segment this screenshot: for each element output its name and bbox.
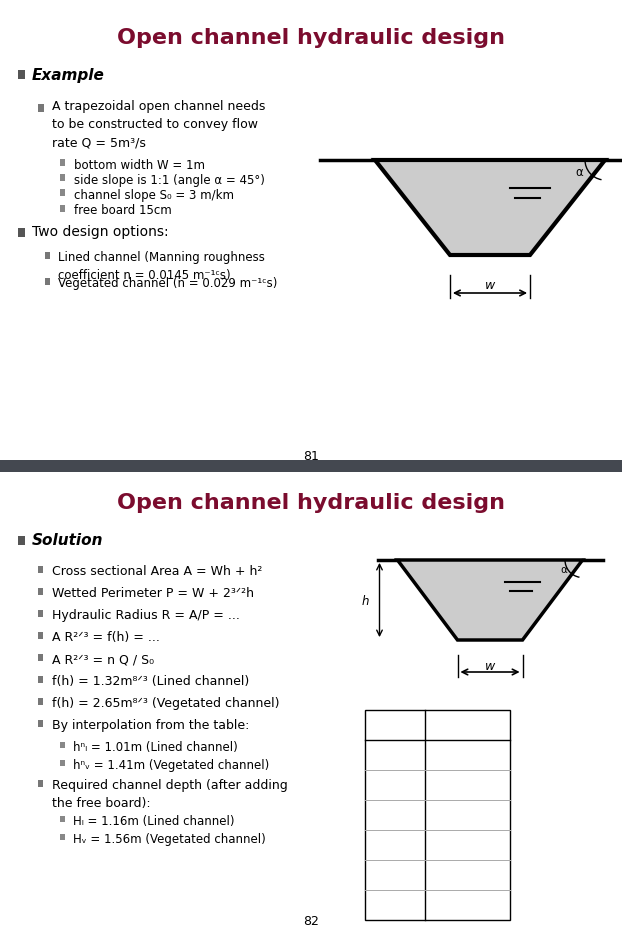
Text: f(h): f(h) xyxy=(454,719,481,732)
Polygon shape xyxy=(375,160,605,255)
Text: Lined channel (Manning roughness
coefficient n = 0.0145 m⁻¹ᶜs): Lined channel (Manning roughness coeffic… xyxy=(58,251,265,282)
Text: channel slope S₀ = 3 m/km: channel slope S₀ = 3 m/km xyxy=(74,189,234,202)
Bar xyxy=(38,631,44,639)
Bar xyxy=(60,760,65,766)
Bar xyxy=(60,834,65,840)
Bar xyxy=(60,742,65,748)
Text: Required channel depth (after adding
the free board):: Required channel depth (after adding the… xyxy=(52,779,288,810)
Text: Wetted Perimeter P = W + 2³ᐟ²h: Wetted Perimeter P = W + 2³ᐟ²h xyxy=(52,587,254,600)
Text: 1: 1 xyxy=(391,749,399,762)
Bar xyxy=(60,160,65,166)
Text: A trapezoidal open channel needs
to be constructed to convey flow
rate Q = 5m³/s: A trapezoidal open channel needs to be c… xyxy=(52,100,266,149)
Bar xyxy=(38,675,44,683)
Text: 1.4: 1.4 xyxy=(384,869,406,882)
Text: α: α xyxy=(560,565,567,575)
Text: 1.30: 1.30 xyxy=(453,749,482,762)
Text: Hᵥ = 1.56m (Vegetated channel): Hᵥ = 1.56m (Vegetated channel) xyxy=(73,833,266,846)
Text: h: h xyxy=(391,719,400,732)
Bar xyxy=(18,71,25,79)
Text: Cross sectional Area A = Wh + h²: Cross sectional Area A = Wh + h² xyxy=(52,565,262,578)
Text: By interpolation from the table:: By interpolation from the table: xyxy=(52,719,249,732)
Text: 1.57: 1.57 xyxy=(453,778,482,791)
Bar xyxy=(60,175,65,181)
Bar xyxy=(45,277,50,285)
Text: h: h xyxy=(362,595,369,608)
Polygon shape xyxy=(397,560,582,640)
Text: Hₗ = 1.16m (Lined channel): Hₗ = 1.16m (Lined channel) xyxy=(73,815,234,828)
Text: hⁿₗ = 1.01m (Lined channel): hⁿₗ = 1.01m (Lined channel) xyxy=(73,741,238,754)
Text: w: w xyxy=(485,279,495,292)
Text: 2.59: 2.59 xyxy=(453,869,482,882)
Bar xyxy=(38,779,44,787)
Text: bottom width W = 1m: bottom width W = 1m xyxy=(74,159,205,172)
Text: side slope is 1:1 (angle α = 45°): side slope is 1:1 (angle α = 45°) xyxy=(74,174,265,187)
Bar xyxy=(38,609,44,617)
Text: Vegetated channel (n = 0.029 m⁻¹ᶜs): Vegetated channel (n = 0.029 m⁻¹ᶜs) xyxy=(58,277,277,290)
Text: Example: Example xyxy=(32,68,105,83)
Bar xyxy=(365,710,510,920)
Bar xyxy=(45,251,50,259)
Text: 1.2: 1.2 xyxy=(384,808,406,821)
Text: Two design options:: Two design options: xyxy=(32,225,169,239)
Text: Open channel hydraulic design: Open channel hydraulic design xyxy=(117,493,505,513)
Text: f(h) = 2.65m⁸ᐟ³ (Vegetated channel): f(h) = 2.65m⁸ᐟ³ (Vegetated channel) xyxy=(52,697,279,710)
Text: Solution: Solution xyxy=(32,533,103,548)
Text: hⁿᵥ = 1.41m (Vegetated channel): hⁿᵥ = 1.41m (Vegetated channel) xyxy=(73,759,269,772)
Text: 1.3: 1.3 xyxy=(384,839,406,852)
Text: 1.1: 1.1 xyxy=(384,778,406,791)
Text: A R²ᐟ³ = f(h) = ...: A R²ᐟ³ = f(h) = ... xyxy=(52,631,160,644)
Bar xyxy=(18,228,25,236)
Bar xyxy=(60,190,65,196)
Text: A R²ᐟ³ = n Q / S₀: A R²ᐟ³ = n Q / S₀ xyxy=(52,653,154,666)
Text: Hydraulic Radius R = A/P = ...: Hydraulic Radius R = A/P = ... xyxy=(52,609,240,622)
Text: 1.88: 1.88 xyxy=(453,808,482,821)
Text: w: w xyxy=(485,660,495,673)
Bar xyxy=(38,720,44,726)
Text: α: α xyxy=(575,166,583,179)
Text: 82: 82 xyxy=(303,915,319,928)
Text: f(h) = 1.32m⁸ᐟ³ (Lined channel): f(h) = 1.32m⁸ᐟ³ (Lined channel) xyxy=(52,675,249,688)
Text: 1.5: 1.5 xyxy=(384,898,406,911)
Text: 81: 81 xyxy=(303,450,319,463)
Bar xyxy=(18,536,25,544)
Bar xyxy=(38,104,44,112)
Bar xyxy=(38,588,44,594)
Bar xyxy=(60,205,65,211)
Bar xyxy=(60,816,65,822)
Text: 3.00: 3.00 xyxy=(453,898,482,911)
Text: Open channel hydraulic design: Open channel hydraulic design xyxy=(117,28,505,48)
Text: 2.22: 2.22 xyxy=(453,839,482,852)
Bar xyxy=(38,565,44,573)
Bar xyxy=(38,698,44,705)
Bar xyxy=(38,654,44,660)
Text: free board 15cm: free board 15cm xyxy=(74,204,172,217)
